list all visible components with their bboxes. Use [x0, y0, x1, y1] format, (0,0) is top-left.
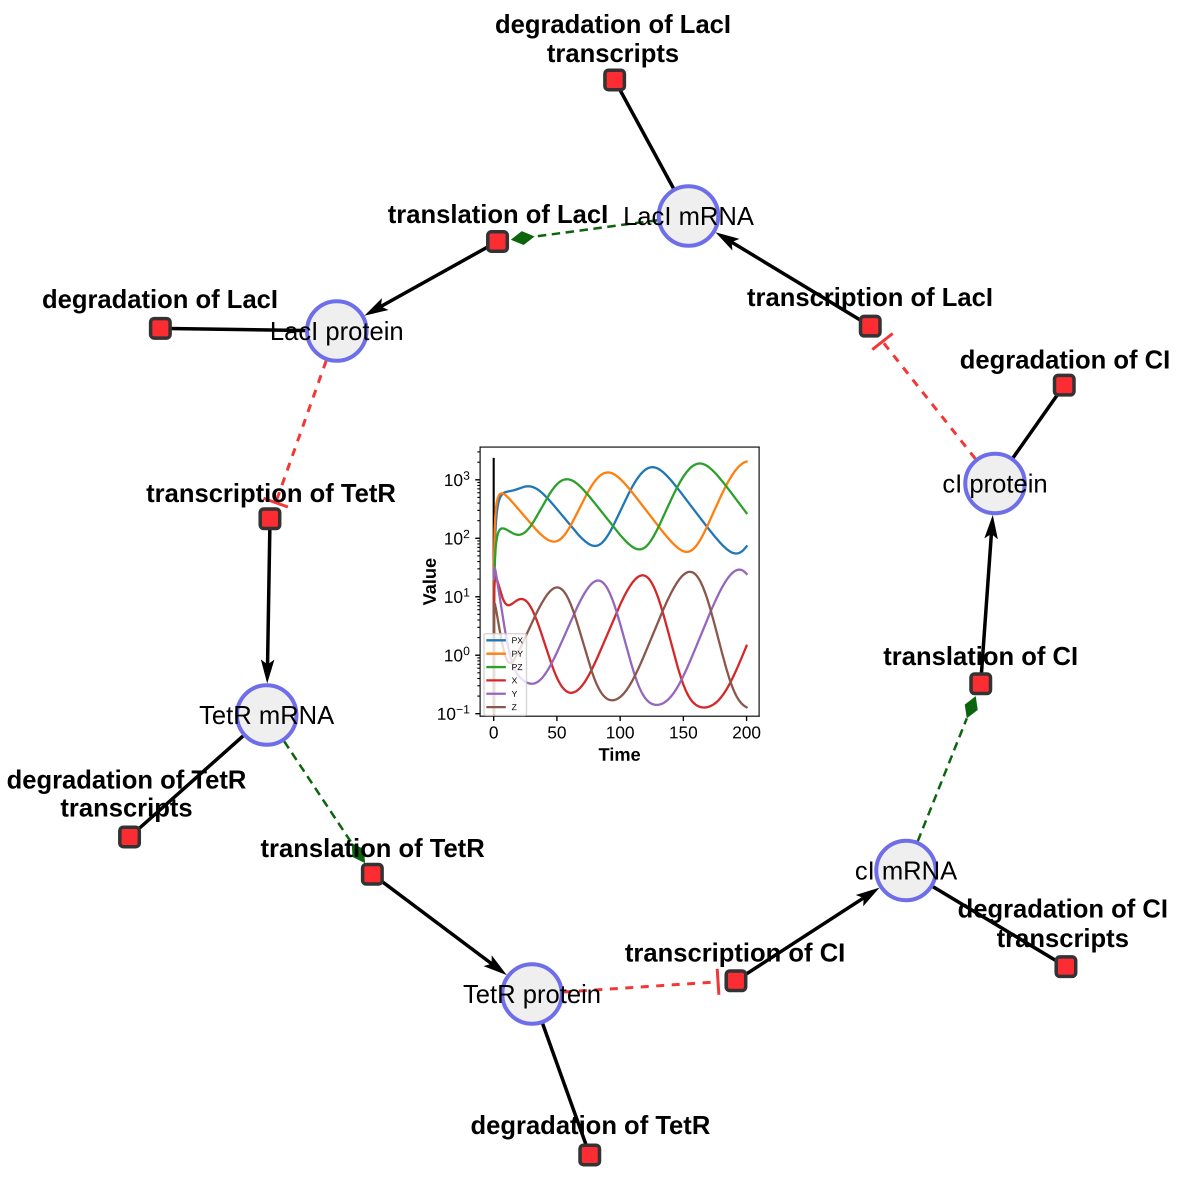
- svg-text:transcription of TetR: transcription of TetR: [146, 480, 396, 508]
- svg-text:translation of TetR: translation of TetR: [261, 835, 485, 863]
- svg-text:TetR mRNA: TetR mRNA: [199, 702, 335, 730]
- svg-text:transcripts: transcripts: [997, 925, 1129, 953]
- svg-text:degradation of CI: degradation of CI: [960, 347, 1170, 375]
- svg-text:transcripts: transcripts: [547, 40, 679, 68]
- svg-text:transcription of CI: transcription of CI: [625, 939, 845, 967]
- svg-text:cI mRNA: cI mRNA: [855, 858, 958, 886]
- svg-text:degradation of CI: degradation of CI: [958, 896, 1168, 924]
- svg-text:cI protein: cI protein: [942, 471, 1047, 499]
- svg-text:degradation of TetR: degradation of TetR: [7, 766, 247, 794]
- svg-text:TetR protein: TetR protein: [463, 981, 601, 1009]
- svg-text:LacI protein: LacI protein: [270, 318, 404, 346]
- svg-text:LacI mRNA: LacI mRNA: [623, 203, 755, 231]
- svg-text:degradation of TetR: degradation of TetR: [470, 1112, 710, 1140]
- svg-text:degradation of LacI: degradation of LacI: [495, 11, 731, 39]
- svg-text:translation of CI: translation of CI: [883, 643, 1078, 671]
- svg-text:transcripts: transcripts: [60, 795, 192, 823]
- svg-text:translation of LacI: translation of LacI: [388, 201, 608, 229]
- svg-text:transcription of LacI: transcription of LacI: [747, 284, 993, 312]
- svg-text:degradation of LacI: degradation of LacI: [42, 286, 278, 314]
